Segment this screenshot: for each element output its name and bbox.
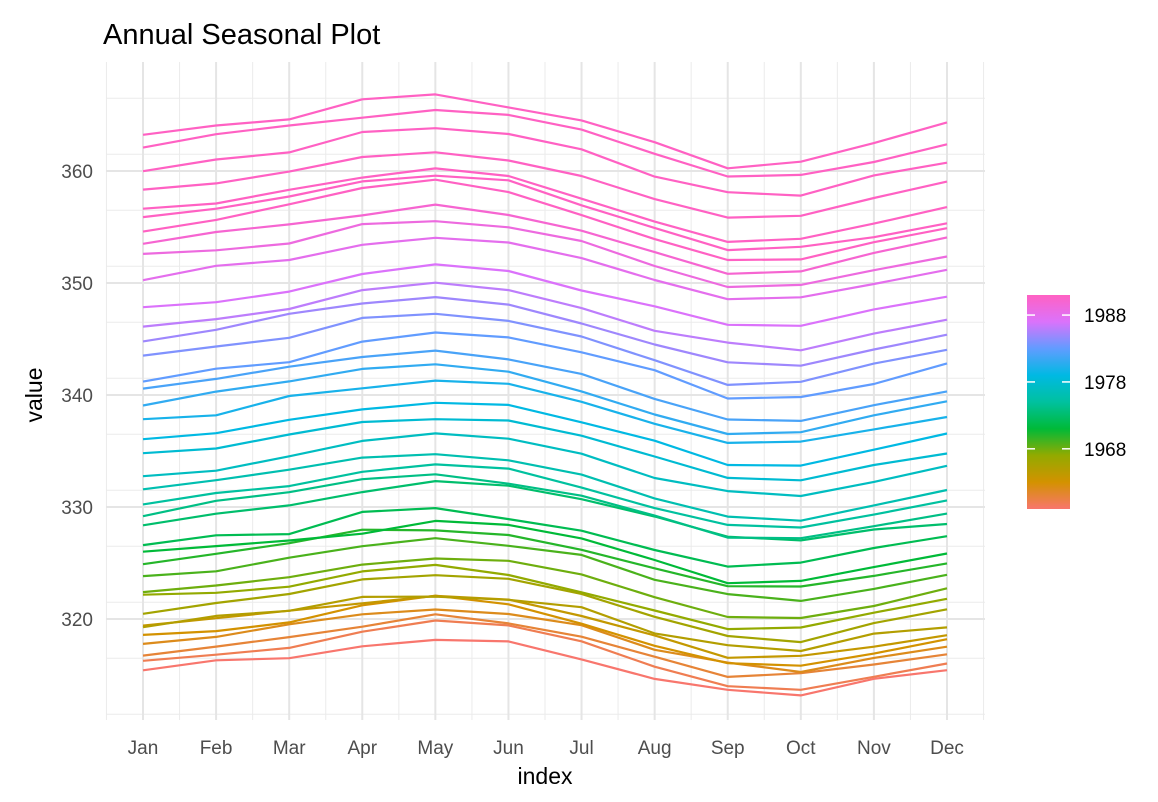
series-line-1987 xyxy=(142,263,948,327)
series-line-1996 xyxy=(142,108,948,178)
series-line-1963 xyxy=(142,594,948,667)
y-axis-title: value xyxy=(21,368,47,423)
series-line-1981 xyxy=(142,363,948,436)
legend-colorbar xyxy=(1027,295,1070,509)
series-line-1966 xyxy=(142,574,948,644)
series-line-1975 xyxy=(142,463,948,529)
x-tick-label: Feb xyxy=(200,738,233,759)
series-line-1991 xyxy=(142,178,948,262)
series-line-1959 xyxy=(142,638,948,697)
x-axis-title: index xyxy=(518,763,573,789)
y-tick-label: 320 xyxy=(61,610,93,631)
series-line-1970 xyxy=(142,528,948,588)
series-line-1971 xyxy=(142,519,948,585)
series-line-1983 xyxy=(142,331,948,400)
series-line-1992 xyxy=(142,174,948,252)
y-tick-label: 350 xyxy=(61,274,93,295)
x-tick-label: Apr xyxy=(347,738,377,759)
x-tick-label: Dec xyxy=(930,738,964,759)
x-tick-label: Jan xyxy=(128,738,159,759)
y-tick-label: 360 xyxy=(61,162,93,183)
chart-title: Annual Seasonal Plot xyxy=(103,19,380,51)
series-line-1986 xyxy=(142,281,948,352)
series-line-1973 xyxy=(142,480,948,542)
series-line-1995 xyxy=(142,127,948,197)
series-line-1979 xyxy=(142,401,948,467)
legend-label: 1988 xyxy=(1084,306,1126,327)
series-line-1980 xyxy=(142,379,948,444)
series-line-1989 xyxy=(142,220,948,289)
x-tick-label: Nov xyxy=(857,738,891,759)
series-lines xyxy=(142,93,948,697)
x-tick-label: Mar xyxy=(273,738,306,759)
series-line-1972 xyxy=(142,507,948,568)
series-line-1982 xyxy=(142,349,948,422)
legend-label: 1968 xyxy=(1084,440,1126,461)
series-line-1978 xyxy=(142,418,948,482)
series-line-1968 xyxy=(142,557,948,620)
x-tick-label: Oct xyxy=(786,738,816,759)
series-line-1997 xyxy=(142,93,948,170)
series-line-1990 xyxy=(142,203,948,275)
series-line-1965 xyxy=(142,595,948,653)
series-line-1994 xyxy=(142,151,948,219)
x-tick-label: Aug xyxy=(638,738,672,759)
series-line-1961 xyxy=(142,613,948,679)
series-line-1976 xyxy=(142,453,948,522)
y-tick-label: 330 xyxy=(61,498,93,519)
x-tick-label: May xyxy=(417,738,453,759)
x-tick-label: Jun xyxy=(493,738,524,759)
x-tick-label: Sep xyxy=(711,738,745,759)
series-line-1974 xyxy=(142,473,948,540)
x-tick-label: Jul xyxy=(569,738,593,759)
legend: 1968 1978 1988 xyxy=(1027,295,1126,509)
axes: 320 330 340 350 360 Jan Feb Mar Apr May Jun Jul Aug S… xyxy=(61,162,964,759)
series-line-1988 xyxy=(142,236,948,301)
legend-label: 1978 xyxy=(1084,373,1126,394)
y-tick-label: 340 xyxy=(61,386,93,407)
series-line-1993 xyxy=(142,167,948,243)
series-line-1984 xyxy=(142,312,948,386)
series-line-1967 xyxy=(142,563,948,631)
series-line-1962 xyxy=(142,608,948,674)
series-line-1985 xyxy=(142,296,948,367)
series-line-1969 xyxy=(142,537,948,603)
series-line-1977 xyxy=(142,432,948,498)
series-line-1960 xyxy=(142,619,948,691)
